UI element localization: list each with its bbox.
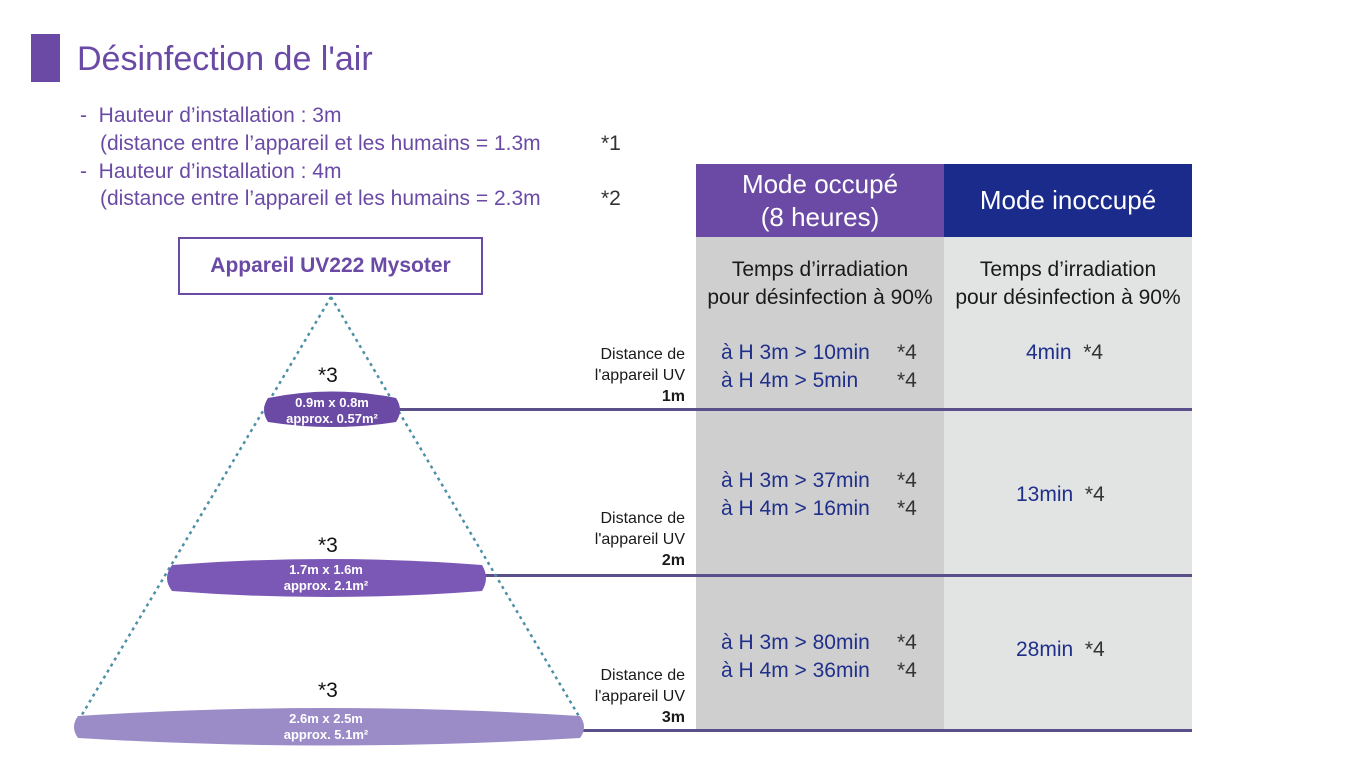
footnote-mark: *4 [897,631,917,654]
distance-value: 3m [661,709,685,726]
device-label: Appareil UV222 Mysoter [210,254,451,277]
footnote-mark: *4 [897,497,917,520]
area-label-2m: 1.7m x 1.6m approx. 2.1m² [240,562,412,594]
subheader-unoccupied: Temps d’irradiation pour désinfection à … [944,256,1192,312]
footnote-ref-4: *4 *4 [897,467,917,523]
bullet-dash: - [80,104,87,127]
footnote-mark: *4 [897,341,917,364]
cone-edge-right [329,296,582,719]
distance-value: 2m [661,552,685,569]
footnote-mark: *4 [897,369,917,392]
subheader-line: Temps d’irradiation [731,258,909,281]
irradiation-area-1m [264,391,400,427]
footnote-ref-3: *3 [318,534,338,557]
bullet-install-height-3m: - Hauteur d’installation : 3m [80,104,341,128]
uv-cone-diagram [74,296,584,746]
distance-label-1m: Distance de l'appareil UV 1m [555,344,685,407]
column-unoccupied-body [944,237,1192,729]
area-label-1m: 0.9m x 0.8m approx. 0.57m² [268,395,396,427]
distance-label-line: Distance de [600,346,686,363]
cone-edge-left [78,296,333,719]
header-unoccupied-mode: Mode inoccupé [944,164,1192,237]
footnote-ref-3: *3 [318,679,338,702]
bullet-text: Hauteur d’installation : 4m [98,160,342,183]
area-dimensions: 2.6m x 2.5m [289,711,363,726]
time-h4: à H 4m > 16min [721,497,870,520]
area-approx: approx. 0.57m² [286,411,378,426]
time-h3: à H 3m > 37min [721,469,870,492]
occupied-time-2m: à H 3m > 37min à H 4m > 16min [721,467,870,523]
footnote-ref-3: *3 [318,364,338,387]
footnote-ref-4: *4 *4 [897,629,917,685]
subheader-line: Temps d’irradiation [979,258,1157,281]
time-h4: à H 4m > 36min [721,659,870,682]
time-value: 28min [1016,638,1074,661]
time-h3: à H 3m > 80min [721,631,870,654]
header-occupied-title: Mode occupé [741,168,899,199]
footnote-mark: *4 [1084,483,1105,506]
bullet-install-height-4m: - Hauteur d’installation : 4m [80,160,341,184]
area-dimensions: 0.9m x 0.8m [295,395,369,410]
area-approx: approx. 2.1m² [283,578,369,593]
distance-line-2m [480,574,1192,577]
distance-label-3m: Distance de l'appareil UV 3m [555,665,685,728]
distance-label-line: Distance de [600,510,686,527]
column-occupied-body [696,237,944,729]
subheader-line: pour désinfection à 90% [955,286,1181,309]
distance-label-line: l'appareil UV [594,531,685,548]
header-occupied-mode: Mode occupé (8 heures) [696,164,944,237]
footnote-mark: *4 [897,469,917,492]
time-h4: à H 4m > 5min [721,369,859,392]
bullet-text: (distance entre l’appareil et les humain… [100,132,541,155]
title-accent-bar [31,34,60,82]
occupied-time-3m: à H 3m > 80min à H 4m > 36min [721,629,870,685]
bullet-distance-2-3m: (distance entre l’appareil et les humain… [100,187,541,211]
unoccupied-time-1m: 4min *4 [1026,339,1103,367]
bullet-text: (distance entre l’appareil et les humain… [100,187,541,210]
footnote-mark: *4 [1084,638,1105,661]
footnote-ref-4: *4 *4 [897,339,917,395]
subheader-line: pour désinfection à 90% [707,286,933,309]
device-box: Appareil UV222 Mysoter [178,237,483,295]
unoccupied-time-2m: 13min *4 [1016,481,1105,509]
area-approx: approx. 5.1m² [283,727,369,742]
footnote-mark: *4 [1083,341,1104,364]
footnote-mark: *4 [897,659,917,682]
distance-label-line: Distance de [600,667,686,684]
distance-line-1m [390,408,1192,411]
distance-value: 1m [661,388,685,405]
bullet-dash: - [80,160,87,183]
area-dimensions: 1.7m x 1.6m [289,562,363,577]
irradiation-area-3m [74,708,584,746]
header-occupied-duration: (8 heures) [760,201,880,232]
irradiation-area-2m [167,559,486,597]
unoccupied-time-3m: 28min *4 [1016,636,1105,664]
distance-label-line: l'appareil UV [594,367,685,384]
time-value: 4min [1026,341,1072,364]
footnote-ref-1: *1 [601,132,621,155]
footnote-ref-2: *2 [601,187,621,210]
page-title: Désinfection de l'air [77,40,373,78]
distance-line-3m [575,729,1192,732]
distance-label-line: l'appareil UV [594,688,685,705]
bullet-text: Hauteur d’installation : 3m [98,104,342,127]
time-value: 13min [1016,483,1074,506]
area-label-3m: 2.6m x 2.5m approx. 5.1m² [240,711,412,743]
occupied-time-1m: à H 3m > 10min à H 4m > 5min [721,339,870,395]
subheader-occupied: Temps d’irradiation pour désinfection à … [696,256,944,312]
time-h3: à H 3m > 10min [721,341,870,364]
distance-label-2m: Distance de l'appareil UV 2m [555,508,685,571]
bullet-distance-1-3m: (distance entre l’appareil et les humain… [100,132,541,156]
header-unoccupied-title: Mode inoccupé [979,185,1157,215]
